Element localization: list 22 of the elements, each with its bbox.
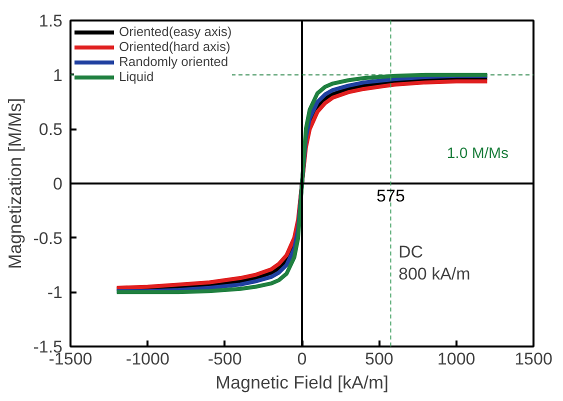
y-tick-label: 0: [53, 174, 63, 194]
y-tick-label: -0.5: [33, 228, 63, 248]
x-axis-title: Magnetic Field [kA/m]: [215, 372, 389, 392]
ref-line-label: 575: [376, 186, 405, 206]
x-tick-label: 1000: [437, 350, 476, 368]
legend-label: Liquid: [119, 69, 154, 84]
legend-label: Oriented(easy axis): [119, 24, 232, 39]
y-tick-label: -1: [47, 283, 63, 302]
y-tick-label: 1: [53, 66, 63, 85]
x-tick-label: 0: [297, 350, 307, 368]
annotation: DC: [398, 242, 424, 262]
legend-label: Randomly oriented: [119, 54, 228, 69]
annotation: 800 kA/m: [398, 264, 470, 284]
y-tick-label: 1.5: [38, 12, 63, 30]
y-axis-title: Magnetization [M/Ms]: [5, 98, 26, 270]
legend-label: Oriented(hard axis): [119, 39, 230, 54]
y-tick-label: 0.5: [38, 120, 63, 140]
x-tick-label: 500: [364, 350, 394, 368]
x-tick-label: -1000: [126, 350, 170, 368]
x-tick-label: -500: [208, 350, 242, 368]
ref-line-label: 1.0 M/Ms: [446, 144, 509, 162]
x-tick-label: 1500: [514, 350, 552, 368]
